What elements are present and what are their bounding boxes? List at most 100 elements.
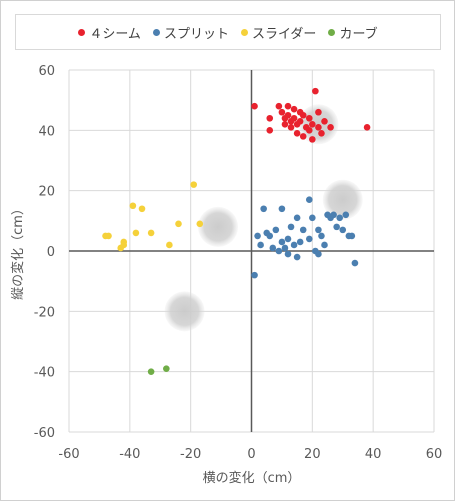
average-marker [198,206,239,247]
y-tick-label: -40 [34,366,55,381]
data-point [309,136,316,143]
y-tick-label: 20 [38,185,55,200]
x-tick-label: 60 [426,447,443,462]
y-tick-label: -20 [34,305,55,320]
data-point [254,232,261,240]
data-point [190,181,198,188]
legend-item: スプリット [152,23,229,42]
data-point [266,114,274,122]
data-point [275,102,283,110]
data-point [278,108,286,116]
data-point [163,365,170,372]
x-tick-label: 0 [247,447,255,462]
data-point [315,124,322,131]
data-point [321,117,328,125]
data-point [318,232,325,240]
legend-item: スライダー [240,23,317,42]
y-tick-label: 0 [47,245,55,260]
data-point [336,214,344,222]
data-point [266,232,274,240]
data-point [305,127,313,134]
data-point [305,196,313,204]
data-point [290,105,298,113]
data-point [293,214,301,222]
legend-label: ４シーム [89,26,141,42]
data-point [257,241,264,249]
data-point [299,111,307,119]
y-tick-label: 60 [38,64,55,79]
data-point [251,102,258,110]
x-tick-label: -20 [180,447,201,462]
data-point [251,271,258,279]
data-point [120,241,128,249]
average-marker [164,291,205,332]
data-point [363,124,371,131]
data-point [284,111,292,119]
data-point [260,205,267,213]
data-point [315,250,322,258]
data-point [138,205,146,213]
data-point [312,87,319,95]
x-tick-label: -40 [119,447,140,462]
data-point [272,226,280,234]
legend-item: ４シーム [78,23,141,42]
data-point [129,202,137,210]
data-point [315,108,322,116]
data-point [296,117,304,125]
data-point [284,250,292,258]
data-point [290,114,298,122]
legend-marker [78,28,86,36]
data-point [266,127,274,134]
data-point [348,232,356,240]
data-point [342,211,350,219]
legend-label: スプリット [163,26,229,42]
data-point [287,124,295,131]
data-point [299,226,307,234]
data-point [339,226,347,234]
x-axis-title: 横の変化（cm） [203,470,301,486]
legend-marker [152,28,160,36]
data-point [293,130,301,137]
data-point [132,229,140,237]
data-point [296,238,304,246]
data-point [175,220,182,228]
legend: ４シーム スプリット スライダー カーブ [15,14,441,50]
data-point [327,124,334,131]
data-point [281,121,289,128]
average-marker [322,179,363,220]
data-point [287,223,295,231]
x-tick-label: 20 [304,447,321,462]
data-point [318,130,325,137]
data-point [284,102,292,110]
data-point [305,235,313,243]
data-point [333,223,340,231]
data-point [309,214,316,222]
data-point [309,121,316,128]
x-tick-label: -60 [58,447,79,462]
data-point [321,241,328,249]
data-point [290,241,298,249]
data-point [105,232,112,240]
x-tick-label: 40 [365,447,382,462]
data-point [196,220,204,228]
y-tick-label: 40 [38,124,55,139]
data-point [281,244,289,252]
data-point [278,238,286,246]
data-point [351,259,359,267]
data-point [315,226,322,234]
data-point [147,229,155,237]
legend-label: カーブ [339,26,378,42]
legend-item: カーブ [328,23,378,42]
legend-label: スライダー [251,26,317,42]
y-tick-label: -60 [34,426,55,441]
data-point [299,133,307,140]
legend-marker [328,28,336,36]
data-point [147,368,155,375]
data-point [269,244,277,252]
legend-marker [240,28,248,36]
data-point [166,241,173,249]
data-point [293,253,301,261]
data-point [284,235,292,243]
